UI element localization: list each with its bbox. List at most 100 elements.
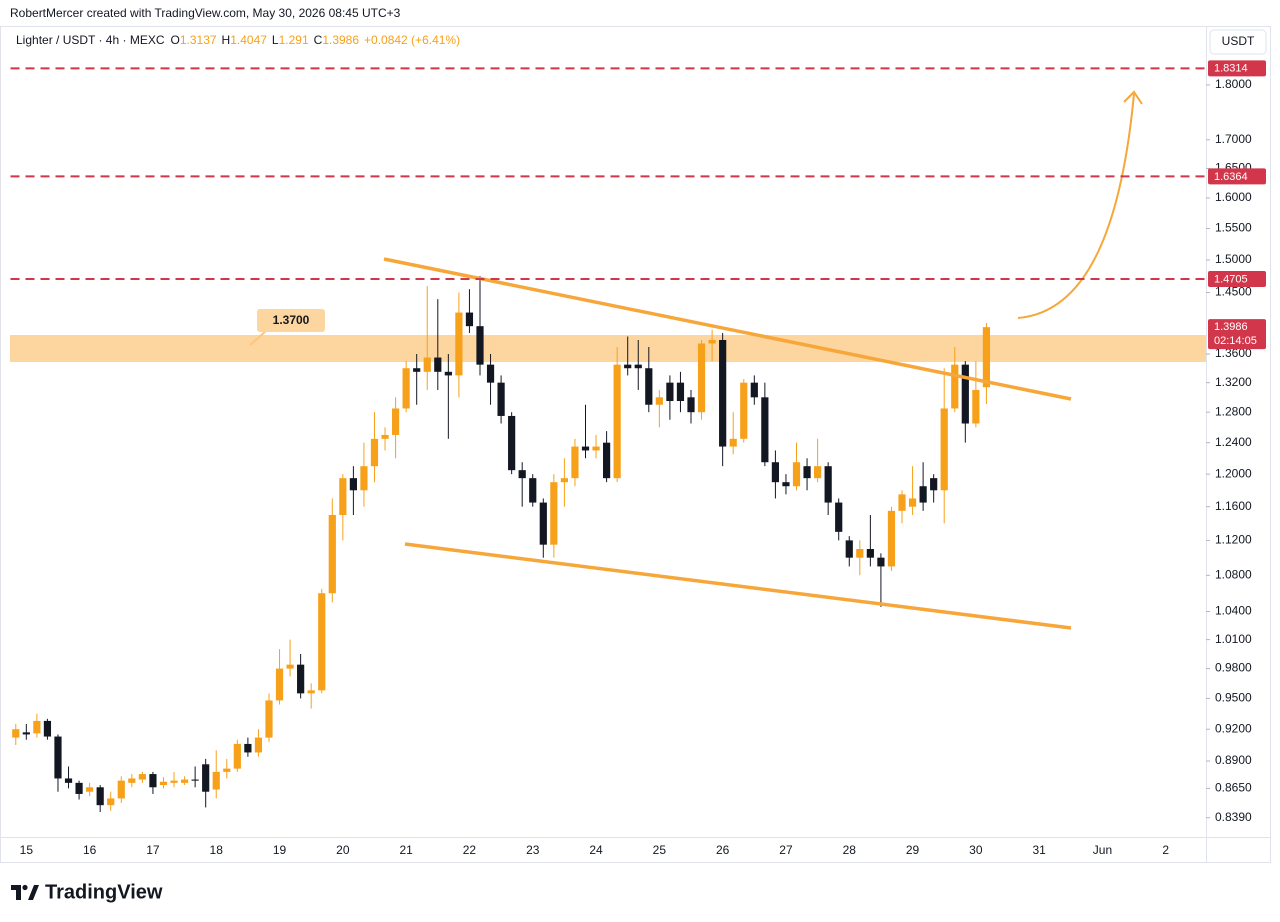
candle-body xyxy=(645,368,653,405)
zone-label: 1.3700 xyxy=(273,313,310,327)
candle-body xyxy=(381,434,389,439)
y-tick-label: 1.3600 xyxy=(1215,346,1252,360)
candle-body xyxy=(22,732,30,735)
y-tick-label: 0.8650 xyxy=(1215,781,1252,795)
candle-body xyxy=(12,729,20,738)
candle-body xyxy=(413,368,421,372)
candle-body xyxy=(592,446,600,451)
x-tick-label: 17 xyxy=(146,843,160,857)
y-tick-label: 1.0100 xyxy=(1215,632,1252,646)
candle-body xyxy=(486,364,495,383)
target-arrow xyxy=(1017,93,1135,319)
candle-body xyxy=(307,690,315,694)
candle-body xyxy=(708,339,716,344)
level-label-box xyxy=(1208,271,1266,288)
candle-body xyxy=(202,764,210,792)
c-letter: C xyxy=(314,33,323,47)
x-tick-label: 15 xyxy=(20,843,34,857)
plot xyxy=(12,276,991,812)
candle-body xyxy=(191,779,199,781)
x-tick-label: 28 xyxy=(843,843,857,857)
legend: Lighter / USDT · 4h · MEXC O1.3137 H1.4047… xyxy=(16,33,460,47)
x-tick-label: 19 xyxy=(273,843,287,857)
y-tick-label: 0.8900 xyxy=(1215,753,1252,767)
candle-body xyxy=(402,368,410,409)
candle-body xyxy=(86,787,94,792)
y-tick-label: 1.2000 xyxy=(1215,466,1252,480)
candle-body xyxy=(265,700,273,738)
candle-body xyxy=(349,478,357,491)
level-label-box xyxy=(1208,168,1266,185)
candle-body xyxy=(244,743,252,753)
candle-body xyxy=(961,364,969,424)
x-tick-label: 27 xyxy=(779,843,793,857)
level-label: 1.8314 xyxy=(1214,63,1248,75)
level-label-box xyxy=(1208,60,1266,77)
candle-body xyxy=(571,446,579,479)
candle-body xyxy=(908,498,917,507)
zone-label-box xyxy=(257,309,325,332)
candle-body xyxy=(138,774,146,780)
trendline-lower xyxy=(404,542,1072,630)
candle-body xyxy=(223,768,231,772)
candle-body xyxy=(676,382,685,402)
candle-body xyxy=(444,371,452,376)
x-tick-label: Jun xyxy=(1093,843,1112,857)
candle-body xyxy=(771,462,780,483)
last-price-label: 1.3986 xyxy=(1214,321,1248,333)
candle-body xyxy=(465,312,474,327)
candle-body xyxy=(550,482,558,545)
candle-body xyxy=(117,780,125,799)
x-tick-label: 23 xyxy=(526,843,540,857)
x-tick-label: 2 xyxy=(1162,843,1169,857)
candle-body xyxy=(930,478,938,491)
candle-body xyxy=(149,774,157,788)
candle-body xyxy=(159,781,168,786)
currency[interactable]: USDT xyxy=(1222,34,1255,48)
candle-body xyxy=(740,382,748,439)
candle-body xyxy=(666,382,674,402)
o-value: 1.3137 xyxy=(180,33,217,47)
candle-body xyxy=(64,778,73,783)
x-tick-label: 31 xyxy=(1032,843,1046,857)
candle-body xyxy=(877,557,885,567)
candle-body xyxy=(339,478,347,516)
candle-body xyxy=(782,482,790,487)
candle-body xyxy=(275,668,284,701)
candle-body xyxy=(719,339,727,447)
candle-body xyxy=(254,737,263,753)
x-tick-label: 16 xyxy=(83,843,97,857)
h-value: 1.4047 xyxy=(230,33,267,47)
candle-body xyxy=(919,486,927,503)
candle-body xyxy=(624,364,632,369)
candle-body xyxy=(180,779,189,783)
candle-body xyxy=(824,466,832,503)
candle-body xyxy=(866,548,874,558)
candle-body xyxy=(391,408,400,435)
candle-body xyxy=(972,389,980,424)
candle-body xyxy=(729,438,737,447)
candle-body xyxy=(286,664,294,669)
logo-mark xyxy=(11,884,39,900)
candle-body xyxy=(529,478,537,503)
x-tick-label: 30 xyxy=(969,843,983,857)
candle-body xyxy=(814,466,822,479)
frame xyxy=(0,26,1271,863)
candle-body xyxy=(581,446,590,451)
candle-body xyxy=(603,442,611,479)
candle-body xyxy=(107,798,115,806)
y-tick-label: 1.2800 xyxy=(1215,404,1252,418)
y-tick-label: 1.0400 xyxy=(1215,604,1252,618)
logo: TradingView xyxy=(45,881,163,903)
candle-body xyxy=(434,357,442,372)
currency-button[interactable] xyxy=(1209,29,1267,55)
y-tick-label: 1.5500 xyxy=(1215,221,1252,235)
h-letter: H xyxy=(222,33,231,47)
y-tick-label: 1.5000 xyxy=(1215,252,1252,266)
candle-body xyxy=(792,462,801,487)
target-arrowhead xyxy=(1123,90,1143,105)
candle-body xyxy=(634,364,642,369)
y-tick-label: 0.9500 xyxy=(1215,691,1252,705)
candle-body xyxy=(940,408,948,491)
x-tick-label: 29 xyxy=(906,843,920,857)
